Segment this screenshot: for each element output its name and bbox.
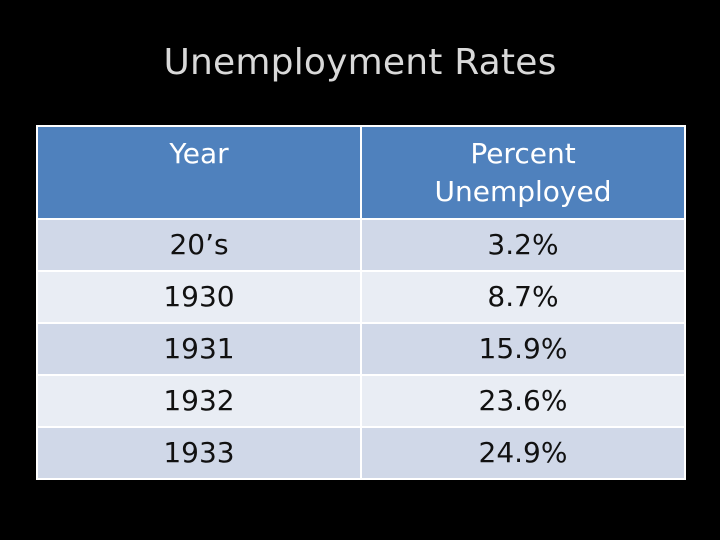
header-percent-line2: Unemployed <box>434 175 612 208</box>
header-year: Year <box>36 125 362 220</box>
table-row: 20’s 3.2% <box>36 218 686 272</box>
cell-percent: 8.7% <box>360 270 686 324</box>
table-row: 1932 23.6% <box>36 374 686 428</box>
cell-percent: 15.9% <box>360 322 686 376</box>
table-row: 1930 8.7% <box>36 270 686 324</box>
header-percent-unemployed: Percent Unemployed <box>360 125 686 220</box>
cell-percent: 3.2% <box>360 218 686 272</box>
table-row: 1933 24.9% <box>36 426 686 480</box>
header-year-label: Year <box>169 137 229 170</box>
cell-year: 1930 <box>36 270 362 324</box>
cell-percent: 23.6% <box>360 374 686 428</box>
cell-percent: 24.9% <box>360 426 686 480</box>
cell-year: 1933 <box>36 426 362 480</box>
unemployment-table: Year Percent Unemployed 20’s 3.2% 1930 8… <box>36 125 686 480</box>
cell-year: 20’s <box>36 218 362 272</box>
slide-title: Unemployment Rates <box>163 42 557 83</box>
table-row: 1931 15.9% <box>36 322 686 376</box>
cell-year: 1932 <box>36 374 362 428</box>
header-percent-line1: Percent <box>470 137 576 170</box>
cell-year: 1931 <box>36 322 362 376</box>
table-header-row: Year Percent Unemployed <box>36 125 686 220</box>
